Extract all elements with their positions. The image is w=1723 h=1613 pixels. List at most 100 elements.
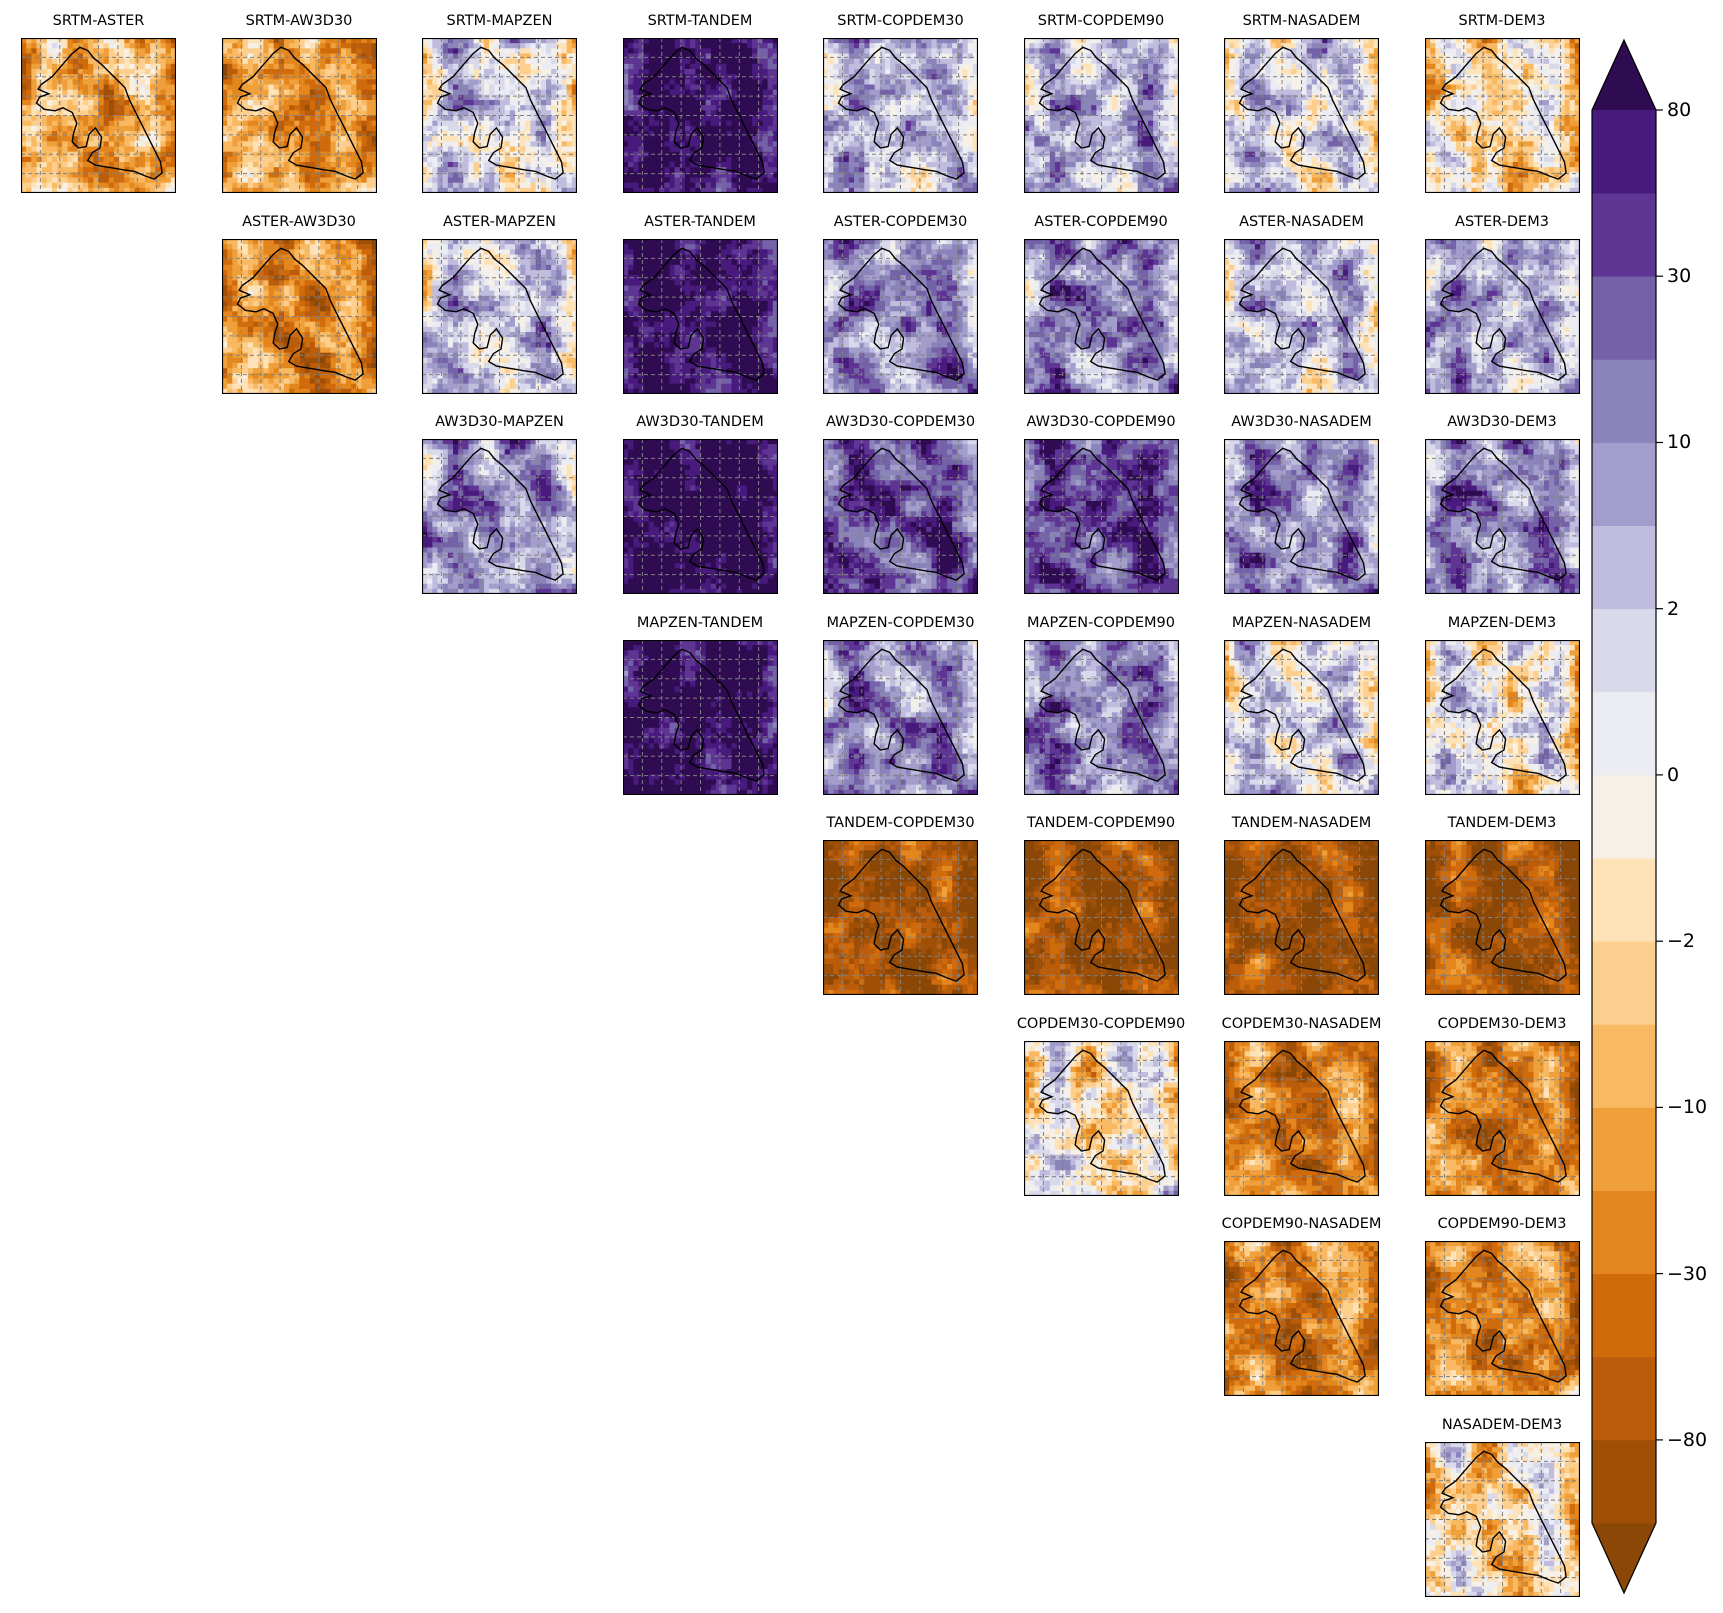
panel-frame xyxy=(1424,639,1580,795)
panel-title: MAPZEN-COPDEM30 xyxy=(801,615,1001,631)
panel-frame xyxy=(1023,639,1179,795)
panel-frame xyxy=(1424,238,1580,394)
panel-title: TANDEM-DEM3 xyxy=(1402,815,1602,831)
catchment-outline xyxy=(436,246,564,381)
catchment-outline xyxy=(1439,447,1567,581)
colorbar-extend-max xyxy=(1592,40,1656,110)
catchment-outline xyxy=(837,46,965,180)
catchment-outline xyxy=(837,246,965,381)
catchment-outline xyxy=(1439,1048,1567,1183)
catchment-outline xyxy=(236,246,364,381)
panel-title: SRTM-NASADEM xyxy=(1202,13,1402,29)
catchment-outline xyxy=(1038,46,1166,180)
catchment-outline xyxy=(1238,1048,1366,1183)
colorbar-segment xyxy=(1592,691,1656,776)
panel-frame xyxy=(1023,439,1179,594)
colorbar-tick-label: −10 xyxy=(1667,1096,1707,1118)
panel-title: MAPZEN-TANDEM xyxy=(600,615,800,631)
colorbar-segment xyxy=(1592,1190,1656,1275)
panel-frame xyxy=(1424,38,1580,193)
panel-frame xyxy=(1424,439,1580,594)
panel-frame xyxy=(1224,639,1379,795)
difference-map-panel xyxy=(1023,1040,1179,1196)
panel-title: AW3D30-MAPZEN xyxy=(400,414,600,430)
colorbar-segment xyxy=(1592,1107,1656,1191)
difference-map-panel xyxy=(823,840,978,995)
difference-map-panel xyxy=(1023,238,1179,394)
panel-frame xyxy=(422,439,577,594)
panel-title: NASADEM-DEM3 xyxy=(1402,1417,1602,1433)
difference-map-panel xyxy=(1424,238,1580,394)
panel-frame xyxy=(1023,1040,1179,1196)
catchment-outline xyxy=(1038,246,1166,381)
colorbar-segment xyxy=(1592,442,1656,526)
panel-title: TANDEM-COPDEM90 xyxy=(1001,815,1201,831)
catchment-outline xyxy=(637,447,765,581)
panel-title: MAPZEN-COPDEM90 xyxy=(1001,615,1201,631)
panel-frame xyxy=(622,439,778,594)
difference-map-panel xyxy=(422,38,577,193)
panel-frame xyxy=(1224,840,1379,995)
difference-map-panel xyxy=(1023,639,1179,795)
panel-title: ASTER-TANDEM xyxy=(600,214,800,230)
panel-title: COPDEM90-DEM3 xyxy=(1402,1216,1602,1232)
difference-map-panel xyxy=(1224,639,1379,795)
panel-title: AW3D30-TANDEM xyxy=(600,414,800,430)
catchment-outline xyxy=(1238,447,1366,581)
catchment-outline xyxy=(436,46,564,180)
panel-title: MAPZEN-NASADEM xyxy=(1202,615,1402,631)
difference-map-panel xyxy=(1424,1040,1580,1196)
catchment-outline xyxy=(35,46,163,180)
difference-map-panel xyxy=(1424,840,1580,995)
catchment-outline xyxy=(637,246,765,381)
panel-frame xyxy=(622,238,778,394)
colorbar-tick-label: 0 xyxy=(1667,764,1679,786)
panel-title: SRTM-ASTER xyxy=(0,13,199,29)
catchment-outline xyxy=(637,46,765,180)
difference-map-panel xyxy=(622,639,778,795)
catchment-outline xyxy=(637,647,765,782)
panel-title: ASTER-DEM3 xyxy=(1402,214,1602,230)
difference-map-panel xyxy=(823,439,978,594)
panel-frame xyxy=(622,38,778,193)
difference-map-panel xyxy=(1023,840,1179,995)
difference-map-panel xyxy=(1424,1441,1580,1597)
panel-frame xyxy=(1424,1040,1580,1196)
panel-title: ASTER-NASADEM xyxy=(1202,214,1402,230)
colorbar-segment xyxy=(1592,858,1656,942)
colorbar-segment xyxy=(1592,1273,1656,1358)
colorbar-segment xyxy=(1592,1356,1656,1441)
panel-title: ASTER-AW3D30 xyxy=(199,214,399,230)
colorbar-segment xyxy=(1592,359,1656,443)
panel-frame xyxy=(1424,840,1580,995)
panel-frame xyxy=(1224,1241,1379,1396)
catchment-outline xyxy=(1038,1048,1166,1183)
panel-title: COPDEM30-COPDEM90 xyxy=(1001,1016,1201,1032)
catchment-outline xyxy=(436,447,564,581)
panel-title: SRTM-AW3D30 xyxy=(199,13,399,29)
difference-map-panel xyxy=(1224,38,1379,193)
catchment-outline xyxy=(1238,246,1366,381)
difference-map-panel xyxy=(1424,439,1580,594)
difference-map-panel xyxy=(1224,840,1379,995)
colorbar-tick-label: 2 xyxy=(1667,598,1679,620)
catchment-outline xyxy=(1439,848,1567,982)
catchment-outline xyxy=(1439,1249,1567,1383)
difference-map-panel xyxy=(622,439,778,594)
panel-title: SRTM-TANDEM xyxy=(600,13,800,29)
panel-title: TANDEM-COPDEM30 xyxy=(801,815,1001,831)
difference-map-panel xyxy=(823,38,978,193)
difference-map-panel xyxy=(622,238,778,394)
panel-title: SRTM-COPDEM90 xyxy=(1001,13,1201,29)
catchment-outline xyxy=(1238,848,1366,982)
catchment-outline xyxy=(1439,647,1567,782)
panel-frame xyxy=(823,840,978,995)
panel-frame xyxy=(823,38,978,193)
difference-map-panel xyxy=(1224,1241,1379,1396)
colorbar-extend-min xyxy=(1592,1523,1656,1593)
panel-title: SRTM-DEM3 xyxy=(1402,13,1602,29)
difference-map-panel xyxy=(823,238,978,394)
panel-frame xyxy=(823,238,978,394)
panel-title: AW3D30-COPDEM90 xyxy=(1001,414,1201,430)
panel-frame xyxy=(1023,38,1179,193)
